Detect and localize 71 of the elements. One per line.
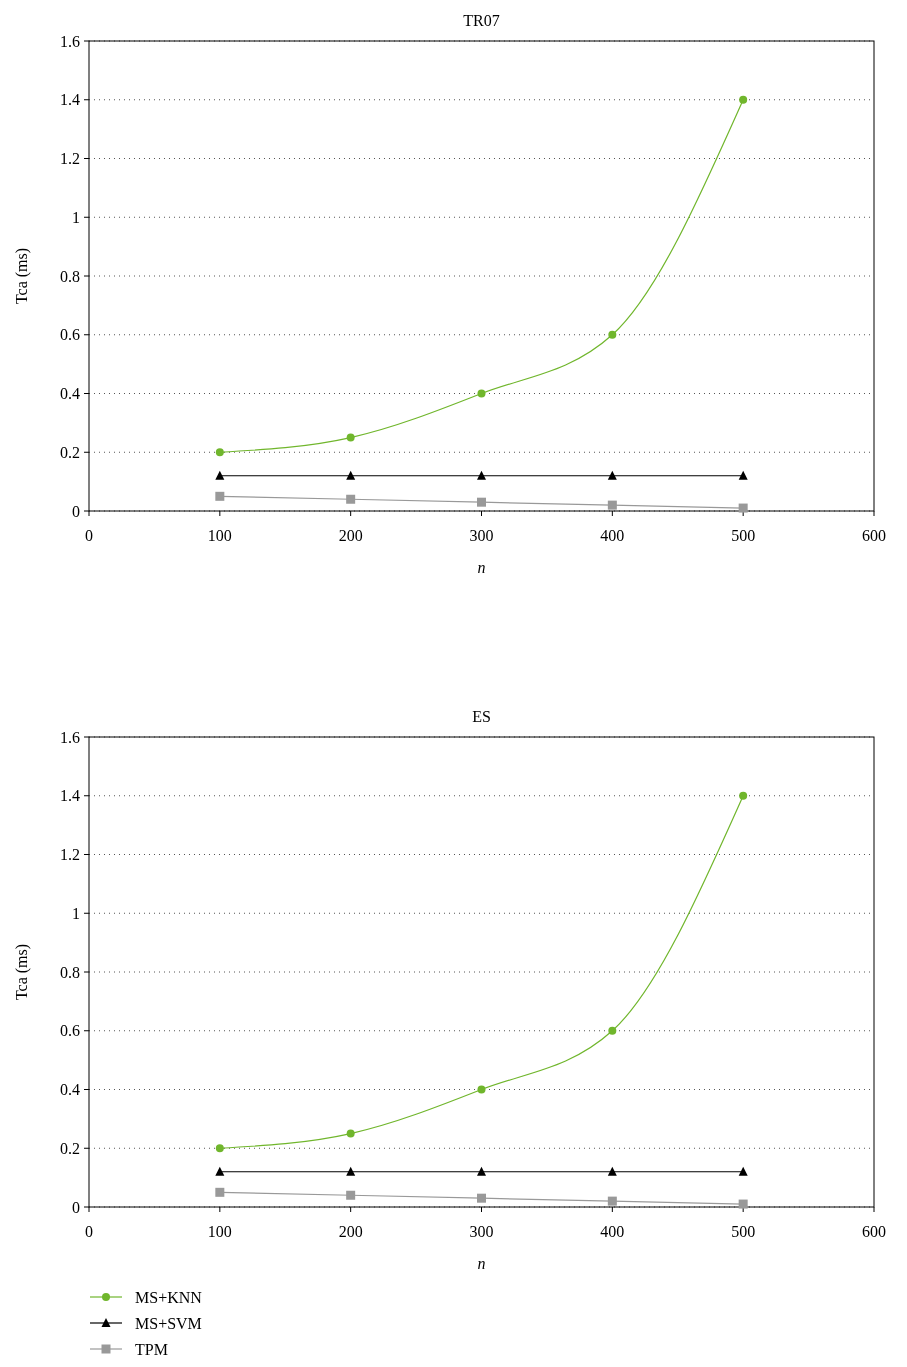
legend-label: MS+SVM xyxy=(135,1314,202,1332)
x-axis-title: n xyxy=(477,559,486,576)
x-tick-label: 300 xyxy=(469,1223,494,1240)
y-tick-label: 1.2 xyxy=(60,150,80,168)
y-tick-label: 0.4 xyxy=(60,1081,80,1099)
point xyxy=(608,330,617,339)
point xyxy=(738,470,748,480)
y-tick-label: 0.6 xyxy=(60,326,80,344)
x-tick-label: 200 xyxy=(338,527,363,544)
y-tick-label: 0.8 xyxy=(60,963,80,981)
point xyxy=(738,1199,748,1209)
point xyxy=(215,1144,224,1153)
y-axis-title: Tca (ms) xyxy=(13,247,31,305)
x-tick-label: 0 xyxy=(85,527,93,544)
x-tick-label: 600 xyxy=(862,527,886,544)
point xyxy=(215,1187,225,1197)
y-tick-label: 0.2 xyxy=(60,1139,80,1157)
point xyxy=(477,497,486,507)
point xyxy=(607,1166,617,1176)
point xyxy=(215,1166,225,1176)
point xyxy=(607,1196,617,1206)
x-tick-label: 200 xyxy=(338,1223,363,1240)
x-tick-label: 400 xyxy=(600,1223,625,1240)
x-tick-label: 300 xyxy=(469,527,494,544)
point xyxy=(215,470,225,480)
point xyxy=(477,1085,486,1094)
point xyxy=(477,1193,486,1203)
point xyxy=(346,433,355,442)
point xyxy=(215,491,225,501)
x-tick-label: 500 xyxy=(731,1223,756,1240)
y-tick-label: 0.8 xyxy=(60,267,80,285)
y-tick-label: 1.2 xyxy=(60,846,80,864)
point xyxy=(739,95,748,104)
y-tick-label: 1 xyxy=(72,904,80,922)
x-tick-label: 100 xyxy=(207,1223,232,1240)
point xyxy=(738,1166,748,1176)
point xyxy=(739,791,748,800)
chart-title: ES xyxy=(472,708,491,725)
x-tick-label: 400 xyxy=(600,527,625,544)
y-tick-label: 1.6 xyxy=(60,32,80,50)
y-tick-label: 1.6 xyxy=(60,728,80,746)
y-tick-label: 0 xyxy=(72,502,80,520)
point xyxy=(215,448,224,457)
point xyxy=(346,470,356,480)
point xyxy=(608,1026,617,1035)
x-axis-title: n xyxy=(477,1255,486,1272)
x-tick-label: 100 xyxy=(207,527,232,544)
x-tick-label: 500 xyxy=(731,527,756,544)
y-tick-label: 0.6 xyxy=(60,1022,80,1040)
point xyxy=(346,1129,355,1138)
x-tick-label: 600 xyxy=(862,1223,886,1240)
point xyxy=(477,470,486,480)
x-tick-label: 0 xyxy=(85,1223,93,1240)
point xyxy=(346,1166,356,1176)
point xyxy=(346,494,356,504)
point xyxy=(607,500,617,510)
y-tick-label: 1 xyxy=(72,208,80,226)
legend-label: TPM xyxy=(135,1340,168,1358)
y-axis-title: Tca (ms) xyxy=(13,943,31,1001)
point xyxy=(477,389,486,398)
y-tick-label: 1.4 xyxy=(60,787,80,805)
point xyxy=(477,1166,486,1176)
y-tick-label: 0.4 xyxy=(60,385,80,403)
y-tick-label: 1.4 xyxy=(60,91,80,109)
chart-title: TR07 xyxy=(463,12,500,29)
legend-label: MS+KNN xyxy=(135,1288,203,1306)
point xyxy=(738,503,748,513)
y-tick-label: 0.2 xyxy=(60,443,80,461)
point xyxy=(346,1190,356,1200)
point xyxy=(607,470,617,480)
y-tick-label: 0 xyxy=(72,1198,80,1216)
